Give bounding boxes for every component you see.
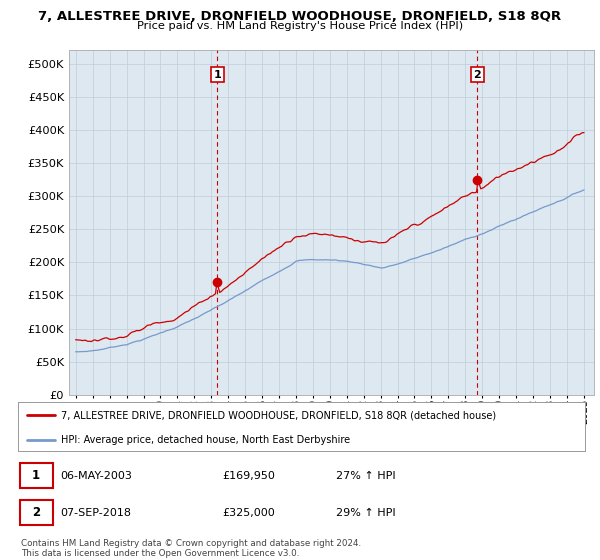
Text: £325,000: £325,000: [222, 508, 275, 518]
Text: 1: 1: [214, 69, 221, 80]
Text: 2: 2: [473, 69, 481, 80]
Text: 7, ALLESTREE DRIVE, DRONFIELD WOODHOUSE, DRONFIELD, S18 8QR (detached house): 7, ALLESTREE DRIVE, DRONFIELD WOODHOUSE,…: [61, 410, 496, 421]
Text: 07-SEP-2018: 07-SEP-2018: [61, 508, 131, 518]
Text: £169,950: £169,950: [222, 470, 275, 480]
Text: 1: 1: [32, 469, 40, 482]
FancyBboxPatch shape: [20, 500, 53, 525]
Text: 29% ↑ HPI: 29% ↑ HPI: [335, 508, 395, 518]
Text: Price paid vs. HM Land Registry's House Price Index (HPI): Price paid vs. HM Land Registry's House …: [137, 21, 463, 31]
Text: 06-MAY-2003: 06-MAY-2003: [61, 470, 133, 480]
Text: 7, ALLESTREE DRIVE, DRONFIELD WOODHOUSE, DRONFIELD, S18 8QR: 7, ALLESTREE DRIVE, DRONFIELD WOODHOUSE,…: [38, 10, 562, 23]
FancyBboxPatch shape: [20, 463, 53, 488]
Text: 2: 2: [32, 506, 40, 519]
Text: HPI: Average price, detached house, North East Derbyshire: HPI: Average price, detached house, Nort…: [61, 435, 350, 445]
Text: Contains HM Land Registry data © Crown copyright and database right 2024.
This d: Contains HM Land Registry data © Crown c…: [21, 539, 361, 558]
Text: 27% ↑ HPI: 27% ↑ HPI: [335, 470, 395, 480]
